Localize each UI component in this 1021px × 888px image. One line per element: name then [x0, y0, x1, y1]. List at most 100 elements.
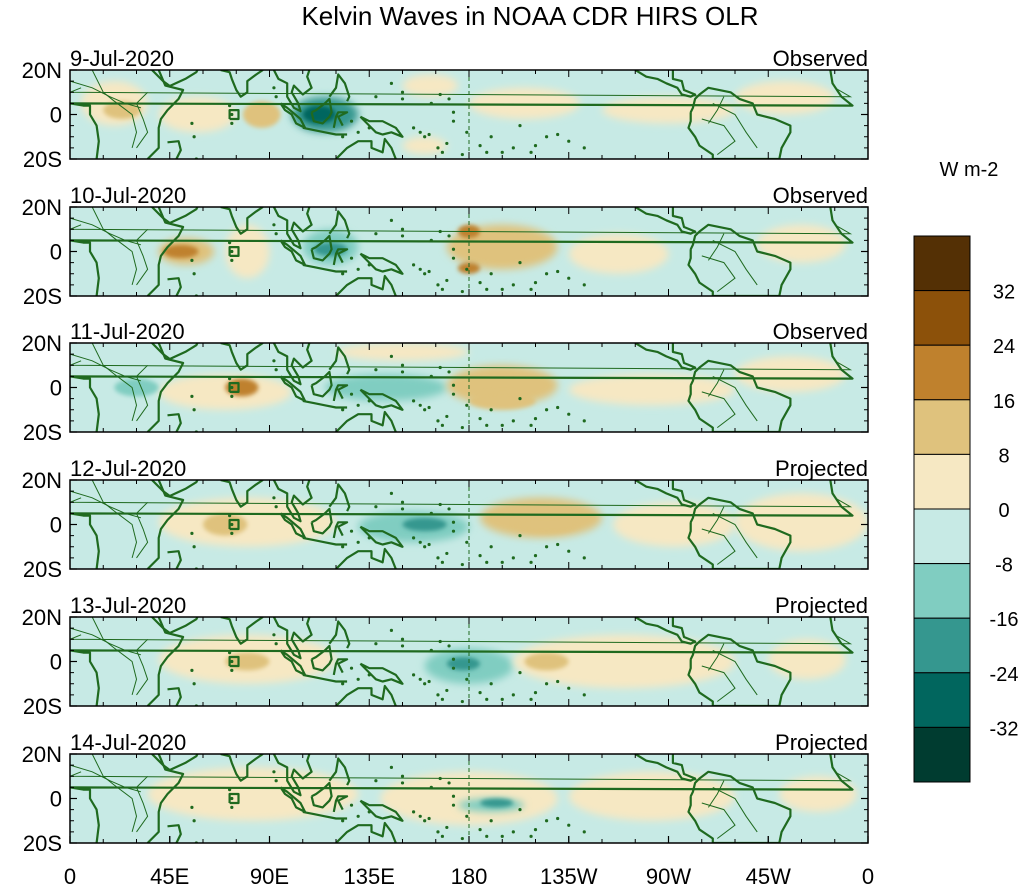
- island: [356, 814, 360, 818]
- coastline: [228, 109, 240, 121]
- island: [429, 238, 433, 242]
- island: [478, 828, 482, 832]
- island: [411, 673, 416, 677]
- island: [440, 560, 444, 564]
- lat-label: 0: [50, 650, 62, 675]
- coastline: [220, 70, 264, 98]
- panel-date: 10-Jul-2020: [70, 183, 186, 208]
- island: [429, 648, 433, 652]
- island: [367, 399, 371, 403]
- lat-label: 0: [50, 240, 62, 265]
- country-border: [70, 353, 142, 382]
- island: [192, 272, 196, 276]
- colorbar-tick-label: -32: [990, 718, 1019, 740]
- country-border: [70, 497, 853, 508]
- panel-status: Projected: [775, 593, 868, 618]
- island: [400, 507, 405, 511]
- island: [400, 644, 405, 648]
- island: [451, 657, 456, 661]
- coastline: [359, 799, 404, 822]
- coastline: [151, 754, 199, 772]
- country-border: [135, 364, 149, 422]
- island: [544, 545, 549, 549]
- coastline: [228, 655, 240, 668]
- island: [489, 135, 493, 139]
- island: [436, 556, 440, 560]
- island: [192, 682, 196, 686]
- island: [274, 95, 278, 99]
- island: [485, 560, 489, 564]
- panel-status: Observed: [773, 183, 868, 208]
- island: [272, 359, 276, 363]
- island: [341, 272, 345, 276]
- lat-label: 20S: [23, 147, 62, 172]
- coastline: [279, 239, 307, 266]
- island: [389, 628, 394, 632]
- island: [460, 425, 464, 430]
- coastline: [70, 207, 854, 296]
- island: [400, 500, 405, 504]
- island: [356, 130, 360, 134]
- island: [400, 774, 405, 778]
- island: [228, 651, 232, 655]
- island: [274, 368, 278, 372]
- olr-anomaly-region: [163, 244, 199, 259]
- island: [274, 642, 278, 646]
- olr-anomaly-region: [203, 785, 270, 812]
- lat-label: 0: [50, 787, 62, 812]
- island: [228, 377, 232, 381]
- island: [341, 819, 345, 823]
- island: [451, 520, 456, 524]
- coastline: [332, 111, 349, 129]
- coastline: [335, 547, 397, 569]
- island: [447, 97, 451, 101]
- island: [274, 779, 278, 783]
- island: [440, 287, 444, 291]
- island: [228, 104, 232, 108]
- colorbar-units: W m-2: [940, 159, 999, 181]
- colorbar-swatch: [913, 726, 971, 783]
- island: [427, 816, 431, 821]
- island: [272, 496, 276, 500]
- coastline: [146, 207, 185, 296]
- coastline: [70, 617, 854, 706]
- island: [367, 810, 371, 814]
- island: [228, 788, 232, 792]
- island: [556, 269, 560, 274]
- island: [230, 668, 234, 673]
- country-border: [712, 512, 758, 559]
- island: [274, 232, 278, 236]
- island: [400, 90, 405, 94]
- coastline: [272, 754, 313, 797]
- coastline: [272, 70, 313, 113]
- colorbar-swatch: [913, 290, 971, 346]
- colorbar-swatch: [913, 453, 971, 510]
- olr-anomaly-region: [602, 96, 735, 124]
- island: [400, 97, 405, 101]
- country-border: [70, 771, 853, 782]
- country-border: [707, 369, 725, 397]
- map-coastlines: [70, 480, 854, 569]
- island: [400, 637, 405, 641]
- colorbar-tick-label: -16: [990, 609, 1019, 631]
- island: [478, 691, 482, 695]
- coastline: [359, 388, 404, 411]
- coastline: [335, 410, 397, 432]
- island: [190, 258, 194, 262]
- olr-panel: 20N 0 20S 14-Jul-2020 Projected: [22, 730, 869, 856]
- country-border: [70, 224, 853, 235]
- island: [418, 403, 422, 407]
- panel-date: 14-Jul-2020: [70, 730, 186, 755]
- country-border: [91, 480, 138, 559]
- island: [529, 150, 533, 154]
- island: [418, 677, 422, 681]
- olr-anomaly-region: [735, 493, 868, 552]
- coastline: [70, 343, 854, 432]
- olr-anomaly-region: [158, 96, 237, 133]
- lon-label: 0: [862, 864, 874, 888]
- island: [447, 370, 451, 374]
- island: [230, 796, 234, 801]
- lat-label: 20N: [22, 58, 62, 83]
- olr-anomaly-region: [735, 356, 846, 392]
- colorbar-tick-label: -8: [995, 555, 1013, 577]
